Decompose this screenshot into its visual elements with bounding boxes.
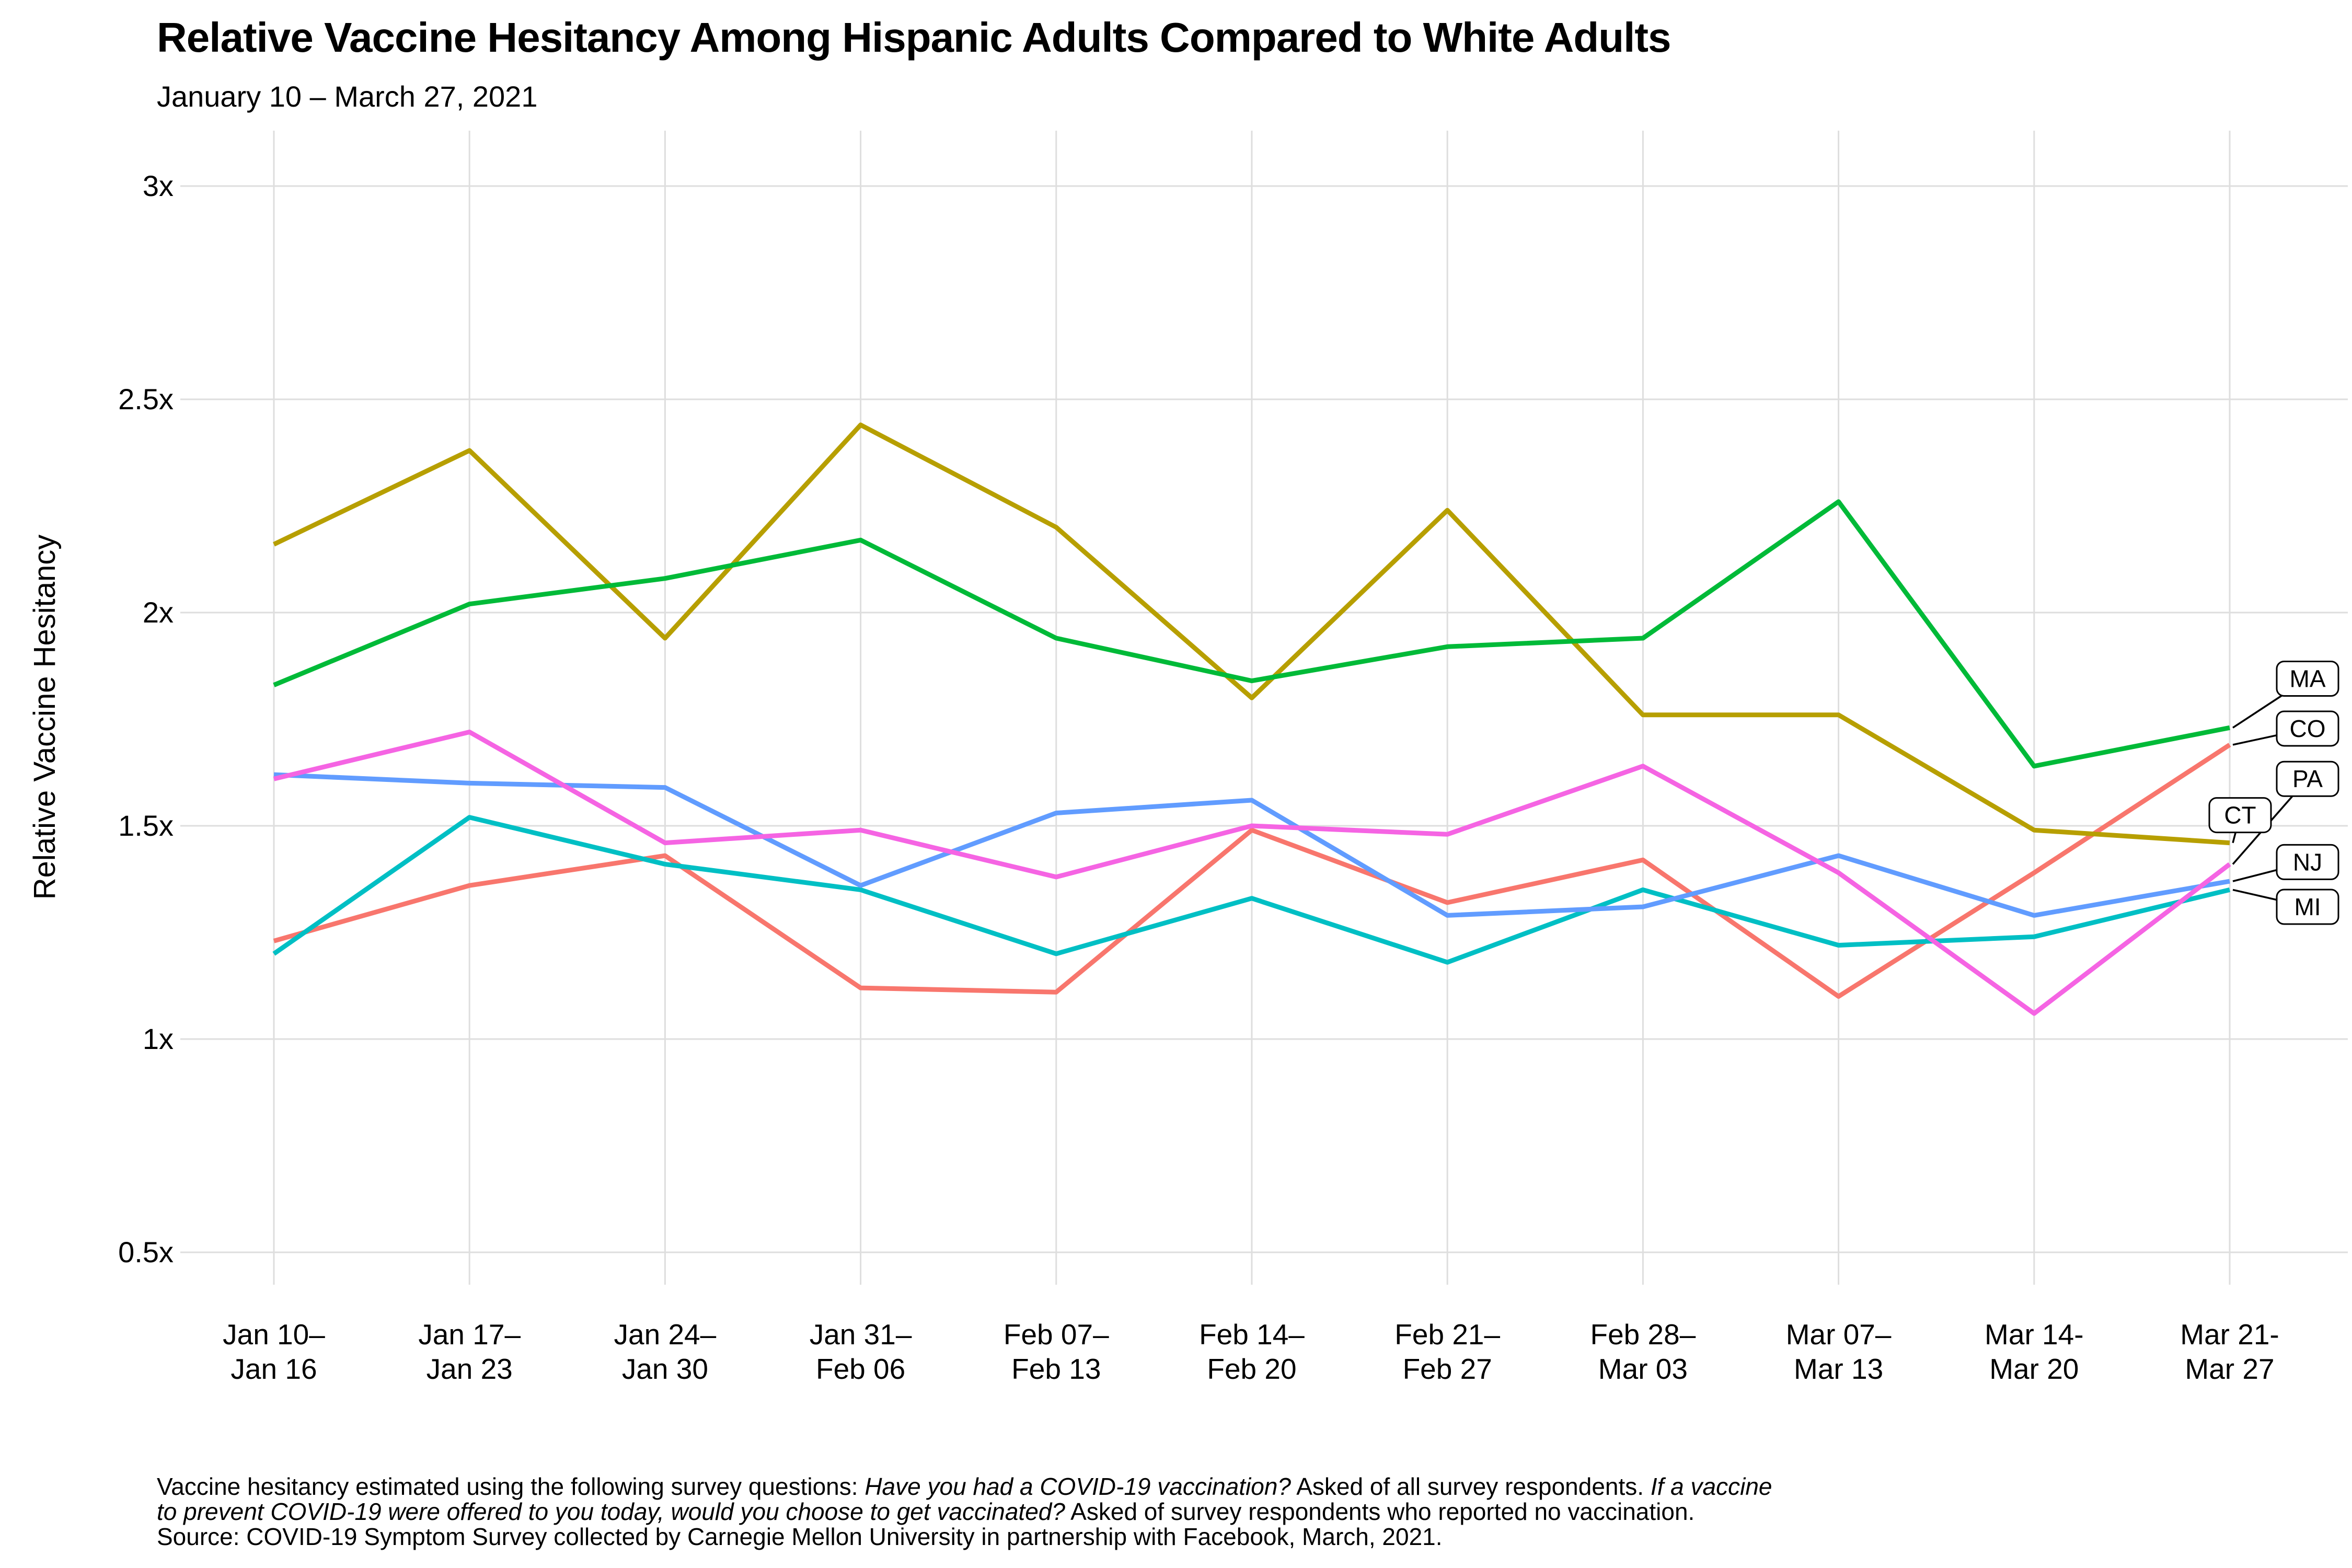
y-tick-label: 0.5x xyxy=(118,1236,174,1269)
y-tick-label: 1x xyxy=(142,1022,174,1055)
footer-text-italic: to prevent COVID-19 were offered to you … xyxy=(157,1498,1065,1525)
x-tick-label: Feb 07– Feb 13 xyxy=(1003,1318,1109,1385)
svg-text:PA: PA xyxy=(2292,765,2323,792)
svg-text:CO: CO xyxy=(2290,715,2326,742)
chart-title: Relative Vaccine Hesitancy Among Hispani… xyxy=(157,14,1671,61)
x-tick-label: Mar 21- Mar 27 xyxy=(2180,1318,2279,1385)
end-label-NJ: NJ xyxy=(2276,844,2339,880)
x-tick-label: Feb 21– Feb 27 xyxy=(1394,1318,1501,1385)
series-line-CO xyxy=(273,743,2231,999)
x-tick-label: Mar 07– Mar 13 xyxy=(1785,1318,1892,1385)
x-tick-label: Jan 24– Jan 30 xyxy=(614,1318,717,1385)
footer-text: Vaccine hesitancy estimated using the fo… xyxy=(157,1473,865,1500)
x-tick-label: Jan 10– Jan 16 xyxy=(223,1318,325,1385)
end-label-CO: CO xyxy=(2276,710,2339,747)
series-line-CT xyxy=(273,422,2230,846)
footer-text: Asked of all survey respondents. xyxy=(1291,1473,1651,1500)
footer-notes: Vaccine hesitancy estimated using the fo… xyxy=(157,1474,1772,1549)
end-label-MA: MA xyxy=(2276,660,2339,697)
end-label-CT: CT xyxy=(2208,797,2272,834)
svg-text:MA: MA xyxy=(2290,665,2326,692)
svg-text:CT: CT xyxy=(2224,802,2256,829)
y-tick-label: 3x xyxy=(142,169,174,202)
footer-line: Source: COVID-19 Symptom Survey collecte… xyxy=(157,1524,1772,1549)
chart-subtitle: January 10 – March 27, 2021 xyxy=(157,80,538,113)
footer-text-italic: Have you had a COVID-19 vaccination? xyxy=(864,1473,1291,1500)
svg-text:MI: MI xyxy=(2294,893,2321,920)
footer-line: to prevent COVID-19 were offered to you … xyxy=(157,1499,1772,1524)
end-label-PA: PA xyxy=(2276,760,2339,797)
x-tick-label: Mar 14- Mar 20 xyxy=(1985,1318,2084,1385)
x-tick-label: Jan 17– Jan 23 xyxy=(418,1318,521,1385)
series-line-MI xyxy=(272,815,2231,965)
svg-text:NJ: NJ xyxy=(2293,848,2322,875)
y-tick-label: 2.5x xyxy=(118,383,174,416)
y-tick-label: 1.5x xyxy=(118,809,174,842)
end-label-MI: MI xyxy=(2276,889,2339,925)
y-tick-label: 2x xyxy=(142,596,174,629)
footer-line: Vaccine hesitancy estimated using the fo… xyxy=(157,1474,1772,1499)
footer-text: Asked of survey respondents who reported… xyxy=(1065,1498,1695,1525)
x-tick-label: Feb 14– Feb 20 xyxy=(1199,1318,1305,1385)
x-tick-label: Feb 28– Mar 03 xyxy=(1590,1318,1696,1385)
footer-text: Source: COVID-19 Symptom Survey collecte… xyxy=(157,1523,1443,1550)
series-line-PA xyxy=(273,730,2231,1016)
x-tick-label: Jan 31– Feb 06 xyxy=(809,1318,912,1385)
series-line-NJ xyxy=(273,772,2230,918)
series-line-MA xyxy=(273,499,2230,769)
footer-text-italic: If a vaccine xyxy=(1650,1473,1772,1500)
